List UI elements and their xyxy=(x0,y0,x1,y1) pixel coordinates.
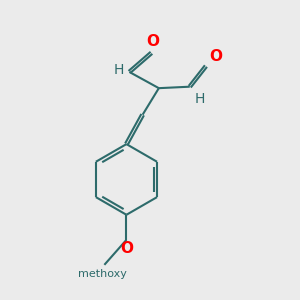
Text: H: H xyxy=(195,92,206,106)
Text: O: O xyxy=(146,34,159,49)
Text: O: O xyxy=(209,49,223,64)
Text: O: O xyxy=(120,241,133,256)
Text: H: H xyxy=(114,64,124,77)
Text: methoxy: methoxy xyxy=(79,269,127,279)
